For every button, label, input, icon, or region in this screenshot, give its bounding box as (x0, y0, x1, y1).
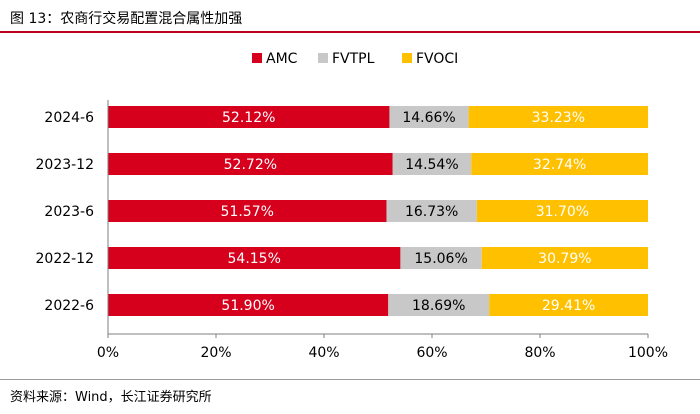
bar-amc-2024-6 (108, 106, 390, 128)
data-label-fvtpl-2022-12: 15.06% (414, 251, 467, 267)
bar-fvtpl-2023-6 (386, 200, 477, 222)
x-tick-label: 60% (416, 345, 447, 361)
bar-fvoci-2023-6 (476, 200, 648, 222)
data-label-fvoci-2023-6: 31.70% (536, 204, 589, 220)
bar-amc-2023-6 (108, 200, 387, 222)
y-tick-label-2023-12: 2023-12 (36, 157, 95, 173)
data-label-fvtpl-2023-12: 14.54% (405, 157, 458, 173)
bar-amc-2022-6 (108, 294, 389, 316)
legend-swatch-amc (252, 53, 262, 63)
data-label-amc-2022-6: 51.90% (221, 298, 274, 314)
y-tick-label-2024-6: 2024-6 (44, 110, 94, 126)
x-tick-label: 80% (524, 345, 555, 361)
x-tick-label: 20% (200, 345, 231, 361)
source-note: 资料来源：Wind，长江证券研究所 (10, 390, 212, 405)
x-axis: 0% 20% 40% 60% 80% 100% (97, 100, 668, 361)
figure-title: 图 13：农商行交易配置混合属性加强 (10, 11, 243, 27)
bar-fvtpl-2022-12 (400, 247, 482, 269)
data-label-fvoci-2022-6: 29.41% (542, 298, 595, 314)
y-tick-label-2022-6: 2022-6 (44, 298, 94, 314)
legend-swatch-fvoci (402, 53, 412, 63)
data-label-amc-2022-12: 54.15% (228, 251, 281, 267)
source-divider (0, 379, 700, 380)
title-divider (0, 31, 700, 33)
legend-swatch-fvtpl (318, 53, 328, 63)
data-label-fvtpl-2022-6: 18.69% (412, 298, 465, 314)
legend-label-fvoci: FVOCI (416, 51, 458, 67)
chart-legend: AMC FVTPL FVOCI (252, 51, 458, 67)
bar-fvtpl-2022-6 (388, 294, 490, 316)
data-label-amc-2024-6: 52.12% (222, 110, 275, 126)
legend-label-amc: AMC (266, 51, 298, 67)
y-axis: 2024-6 2023-12 2023-6 2022-12 2022-6 (36, 110, 95, 314)
data-label-amc-2023-6: 51.57% (221, 204, 274, 220)
data-label-fvtpl-2023-6: 16.73% (405, 204, 458, 220)
data-label-fvoci-2023-12: 32.74% (533, 157, 586, 173)
y-tick-label-2022-12: 2022-12 (36, 251, 95, 267)
bar-fvoci-2024-6 (468, 106, 649, 128)
data-label-fvoci-2022-12: 30.79% (538, 251, 591, 267)
legend-label-fvtpl: FVTPL (332, 51, 375, 67)
bar-fvoci-2022-6 (489, 294, 648, 316)
data-label-fvoci-2024-6: 33.23% (532, 110, 585, 126)
data-label-amc-2023-12: 52.72% (224, 157, 277, 173)
bar-area: 52.12% 14.66% 33.23% 52.72% 14.54% 32.74% 51.5… (108, 106, 649, 316)
y-tick-label-2023-6: 2023-6 (44, 204, 94, 220)
bar-fvoci-2023-12 (471, 153, 648, 175)
x-tick-label: 40% (308, 345, 339, 361)
bar-fvoci-2022-12 (481, 247, 648, 269)
bar-fvtpl-2023-12 (392, 153, 472, 175)
stacked-bar-chart: AMC FVTPL FVOCI 52.12% 14.66% 33.23% 52.72% 14… (36, 51, 669, 361)
x-tick-label: 0% (97, 345, 119, 361)
x-tick-label: 100% (628, 345, 668, 361)
bar-fvtpl-2024-6 (389, 106, 469, 128)
bar-amc-2023-12 (108, 153, 393, 175)
bar-amc-2022-12 (108, 247, 401, 269)
data-label-fvtpl-2024-6: 14.66% (402, 110, 455, 126)
